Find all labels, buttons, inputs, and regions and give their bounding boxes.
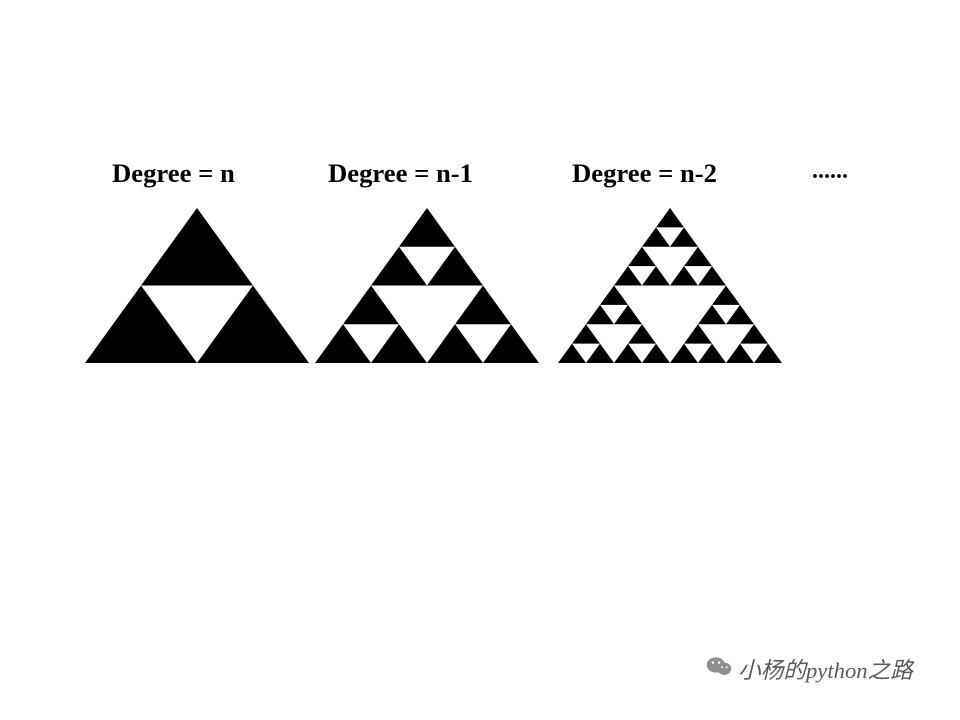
sierpinski-figure-n-1 <box>315 208 539 363</box>
wechat-icon <box>706 655 732 681</box>
label-degree-n: Degree = n <box>112 158 235 189</box>
label-degree-n-1: Degree = n-1 <box>328 158 473 189</box>
label-ellipsis: ...... <box>812 158 848 185</box>
sierpinski-figure-n-2 <box>558 208 782 363</box>
label-degree-n-2: Degree = n-2 <box>572 158 717 189</box>
watermark: 小杨的python之路 <box>706 652 913 685</box>
sierpinski-figure-n <box>85 208 309 363</box>
watermark-text: 小杨的python之路 <box>738 652 913 685</box>
